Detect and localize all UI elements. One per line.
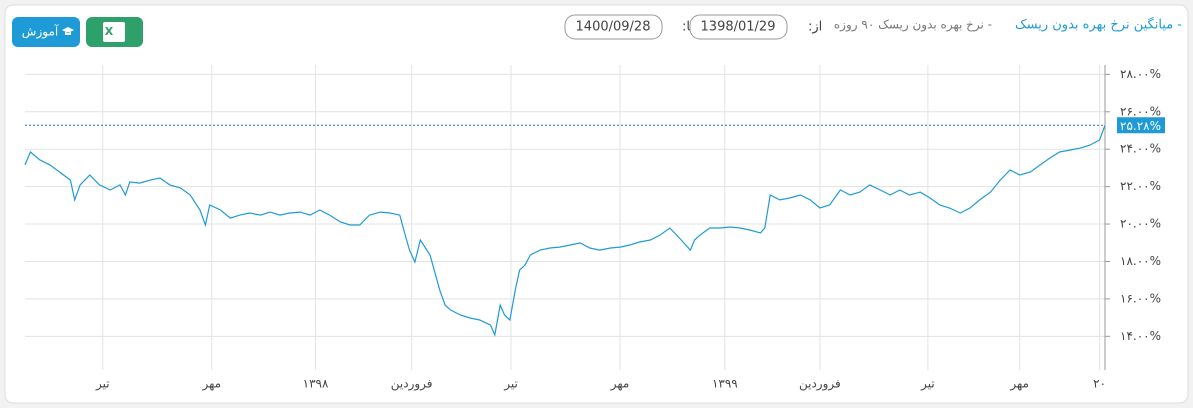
help-button-bg [12,17,80,47]
x-tick-label: تیر [95,377,110,392]
x-tick-label: ۱۳۹۸ [303,377,329,391]
excel-icon: X [105,25,114,38]
to-date-box[interactable] [564,14,663,40]
y-tick-label: ۲۸.۰۰% [1120,67,1161,81]
from-label: از: [808,20,822,35]
y-tick-label: ۲۲.۰۰% [1120,179,1161,193]
x-tick-label: مهر [202,377,222,392]
from-date: 1398/01/29 [701,20,776,35]
y-tick-label: ۲۰.۰۰% [1120,217,1161,231]
x-tick-label: تیر [503,377,518,392]
cap-icon [62,27,74,35]
x-tick-label: ۲۰ [1093,377,1106,391]
y-tick-label: ۱۸.۰۰% [1120,254,1161,268]
y-tick-label: ۱۶.۰۰% [1120,291,1161,305]
x-tick-label: تیر [920,377,935,392]
to-date: 1400/09/28 [576,20,651,35]
excel-icon-bg [103,22,125,42]
help-button[interactable]: آموزش [12,17,80,47]
excel-button[interactable]: X [86,17,143,47]
y-tick-label: ۲۶.۰۰% [1120,104,1161,118]
x-tick-label: ۱۳۹۹ [712,377,738,391]
x-tick-label: مهر [1009,377,1029,392]
x-tick-label: فروردین [391,377,433,392]
y-tick-label: ۱۴.۰۰% [1120,329,1161,343]
card [4,4,1189,404]
legend-item[interactable]: - میانگین نرخ بهره بدون ریسک [1015,17,1182,33]
help-label: آموزش [22,24,59,40]
from-date-box[interactable] [689,14,788,40]
x-tick-label: مهر [610,377,630,392]
line-series [24,125,1106,338]
current-label: ۲۵.۲۸% [1120,119,1161,133]
current-badge [1117,117,1165,134]
y-tick-label: ۲۴.۰۰% [1120,142,1161,156]
x-tick-label: فروردین [799,377,841,392]
legend-hidden[interactable]: - نرخ بهره بدون ریسک ۹۰ روزه [834,18,992,33]
